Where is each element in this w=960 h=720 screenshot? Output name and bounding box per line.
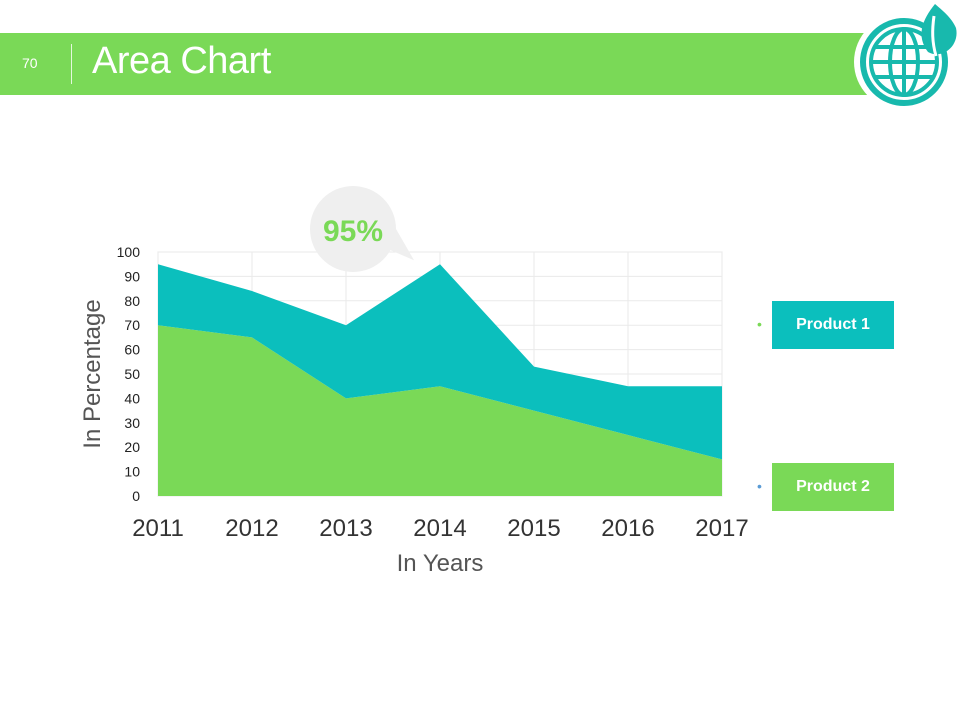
y-tick-label: 70 [124, 317, 140, 333]
x-tick-label: 2017 [695, 515, 748, 542]
area-product2 [158, 325, 722, 496]
x-tick-label: 2015 [507, 515, 560, 542]
y-tick-label: 60 [124, 342, 140, 358]
x-tick-label: 2014 [413, 515, 466, 542]
legend-product2: Product 2 [772, 463, 894, 511]
callout-bubble [310, 186, 396, 272]
y-tick-label: 10 [124, 464, 140, 480]
y-tick-label: 100 [117, 244, 141, 260]
callout-label: 95% [323, 215, 383, 248]
y-tick-label: 20 [124, 439, 140, 455]
y-tick-label: 30 [124, 415, 140, 431]
x-tick-label: 2013 [319, 515, 372, 542]
legend-product1: Product 1 [772, 301, 894, 349]
x-tick-label: 2016 [601, 515, 654, 542]
legend-bullet-product2: • [757, 478, 762, 494]
banner-divider [71, 44, 72, 84]
page-title: Area Chart [92, 40, 271, 82]
area-product1 [158, 264, 722, 460]
x-axis-title: In Years [397, 550, 484, 577]
y-tick-label: 80 [124, 293, 140, 309]
title-banner [0, 33, 880, 95]
slide-number: 70 [22, 55, 38, 71]
y-tick-label: 50 [124, 366, 140, 382]
x-tick-label: 2011 [132, 515, 184, 542]
x-tick-label: 2012 [225, 515, 278, 542]
legend-bullet-product1: • [757, 316, 762, 332]
y-tick-label: 40 [124, 390, 140, 406]
y-axis-title: In Percentage [79, 299, 106, 448]
y-tick-label: 90 [124, 268, 140, 284]
globe-leaf-icon [854, 4, 957, 110]
y-tick-label: 0 [132, 488, 140, 504]
